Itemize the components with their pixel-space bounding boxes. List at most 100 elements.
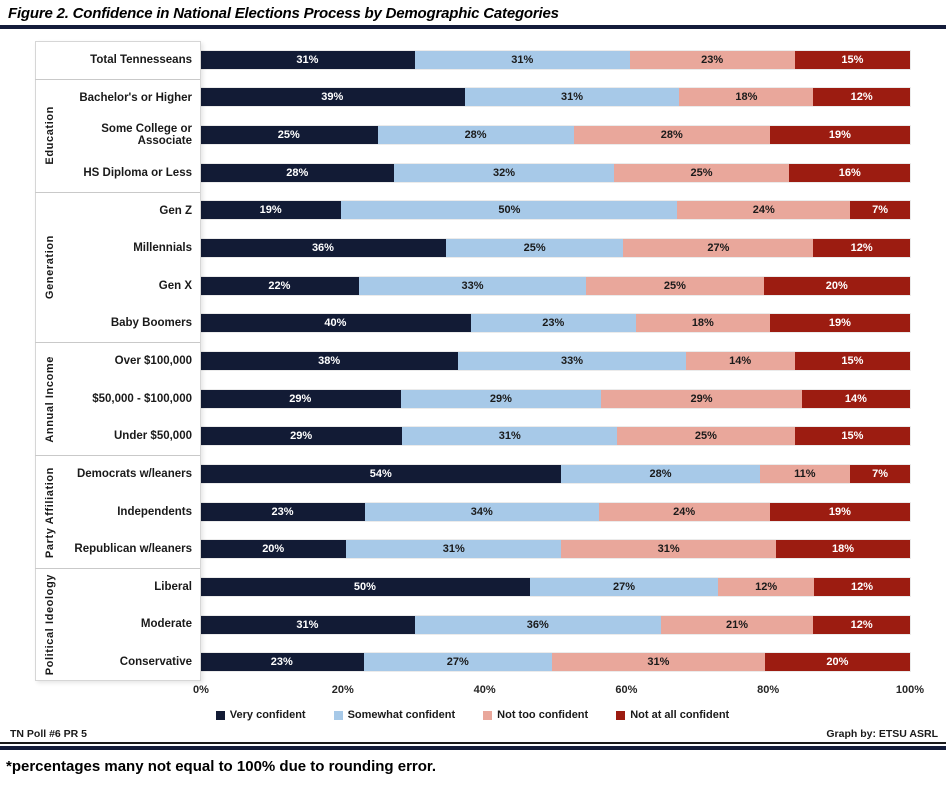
bar-segment-label: 50%	[498, 204, 521, 217]
figure-title: Figure 2. Confidence in National Electio…	[8, 5, 559, 22]
category-label: Total Tennesseans	[90, 53, 192, 66]
legend-item: Not at all confident	[616, 709, 729, 721]
bar-segment-label: 50%	[353, 580, 376, 593]
bar-segment: 31%	[561, 540, 777, 559]
bar-segment: 21%	[660, 615, 814, 634]
bar-segment: 28%	[561, 464, 760, 483]
bar-segment: 25%	[613, 163, 790, 182]
bar-segment: 28%	[377, 126, 574, 145]
bar-segment: 39%	[200, 88, 465, 107]
bar-segment: 24%	[677, 201, 851, 220]
bar-segment: 36%	[414, 615, 661, 634]
bar-segment-label: 29%	[489, 392, 512, 405]
x-axis: 0% 20% 40% 60% 80% 100%	[193, 684, 924, 699]
bar-segment-label: 54%	[369, 467, 392, 480]
bar-segment: 28%	[573, 126, 770, 145]
bar-segment-label: 28%	[286, 166, 309, 179]
category-label: HS Diploma or Less	[83, 166, 192, 179]
bar-segment-label: 12%	[850, 242, 873, 255]
bar-segment: 23%	[200, 502, 366, 521]
bar-segment: 38%	[200, 351, 459, 370]
category-label: $50,000 - $100,000	[92, 392, 192, 405]
bar-segment-label: 20%	[262, 543, 285, 556]
bar-segment: 27%	[623, 239, 814, 258]
bar-segment: 15%	[794, 351, 910, 370]
legend-swatch	[215, 710, 225, 720]
bar-segment-label: 25%	[277, 129, 300, 142]
category-label: Liberal	[65, 568, 200, 606]
bar-segment-label: 7%	[872, 204, 888, 217]
category-label: Independents	[117, 505, 192, 518]
bar-segment: 34%	[365, 502, 599, 521]
footer-rule	[0, 746, 946, 750]
bar-segment: 25%	[445, 239, 624, 258]
bar-segment: 20%	[764, 653, 910, 672]
bar-segment: 19%	[769, 126, 910, 145]
category-label: Bachelor's or Higher	[65, 78, 200, 117]
bar-segment-label: 31%	[511, 53, 534, 66]
bar-row: 54% 28% 11% 7%	[199, 455, 911, 493]
bar-segment-label: 31%	[647, 656, 670, 669]
bar-segment-label: 23%	[270, 656, 293, 669]
bar-segment-label: 23%	[701, 53, 724, 66]
legend-swatch	[483, 710, 493, 720]
bar-row: 40% 23% 18% 19%	[199, 305, 911, 343]
bar-segment-label: 31%	[296, 618, 319, 631]
bar-segment-label: 28%	[649, 467, 672, 480]
footer-bar: TN Poll #6 PR 5 Graph by: ETSU ASRL	[0, 722, 946, 744]
bar-segment: 40%	[200, 314, 471, 333]
bar-segment: 29%	[200, 427, 403, 446]
stacked-bar: 31% 31% 23% 15%	[199, 49, 911, 70]
bar-segment-label: 33%	[560, 354, 583, 367]
bar-segment: 14%	[801, 389, 911, 408]
category-label: Some College or Associate	[101, 123, 192, 148]
bar-segment-label: 12%	[850, 91, 873, 104]
bar-row: 31% 31% 23% 15%	[199, 41, 911, 79]
group-label: Generation	[44, 235, 56, 300]
title-rule	[0, 25, 946, 29]
bar-segment: 31%	[551, 653, 765, 672]
bar-segment-label: 25%	[523, 242, 546, 255]
bar-segment: 14%	[685, 351, 795, 370]
bar-segment-label: 15%	[841, 354, 864, 367]
bar-segment-label: 12%	[851, 580, 874, 593]
bar-segment-label: 40%	[324, 317, 347, 330]
bar-segment: 25%	[200, 126, 378, 145]
bar-segment: 50%	[341, 201, 678, 220]
bar-segment-label: 20%	[826, 656, 849, 669]
bar-segment: 22%	[200, 276, 359, 295]
legend-label: Somewhat confident	[347, 709, 456, 721]
stacked-bar: 19% 50% 24% 7%	[199, 200, 911, 221]
bar-segment: 31%	[346, 540, 562, 559]
bar-segment: 11%	[759, 464, 851, 483]
bar-segment: 7%	[850, 201, 910, 220]
bar-segment: 19%	[769, 314, 910, 333]
bar-segment: 18%	[635, 314, 770, 333]
group-label: Annual Income	[44, 355, 56, 443]
bar-segment: 20%	[763, 276, 910, 295]
bar-segment-label: 7%	[872, 467, 888, 480]
bar-segment: 27%	[363, 653, 552, 672]
bar-segment: 24%	[598, 502, 770, 521]
bar-segment-label: 33%	[461, 279, 484, 292]
bar-segment-label: 27%	[446, 656, 469, 669]
bar-segment-label: 36%	[526, 618, 549, 631]
bar-segment-label: 27%	[613, 580, 636, 593]
bar-segment: 31%	[200, 50, 415, 69]
bar-row: 19% 50% 24% 7%	[199, 192, 911, 230]
bar-segment-label: 18%	[735, 91, 758, 104]
bar-segment: 33%	[358, 276, 587, 295]
category-label: Millennials	[133, 242, 192, 255]
bar-segment: 54%	[200, 464, 562, 483]
x-axis-tick-label: 40%	[473, 684, 496, 696]
bar-segment: 33%	[458, 351, 686, 370]
group-label: Party Affiliation	[44, 466, 56, 558]
bar-segment: 29%	[200, 389, 401, 408]
bar-segment: 18%	[679, 88, 814, 107]
bar-row: 25% 28% 28% 19%	[199, 116, 911, 154]
rounding-footnote: *percentages many not equal to 100% due …	[6, 758, 437, 775]
bar-row: 28% 32% 25% 16%	[199, 154, 911, 192]
bar-segment-label: 19%	[259, 204, 282, 217]
bar-segment: 29%	[601, 389, 802, 408]
category-label: Republican w/leaners	[74, 543, 192, 556]
